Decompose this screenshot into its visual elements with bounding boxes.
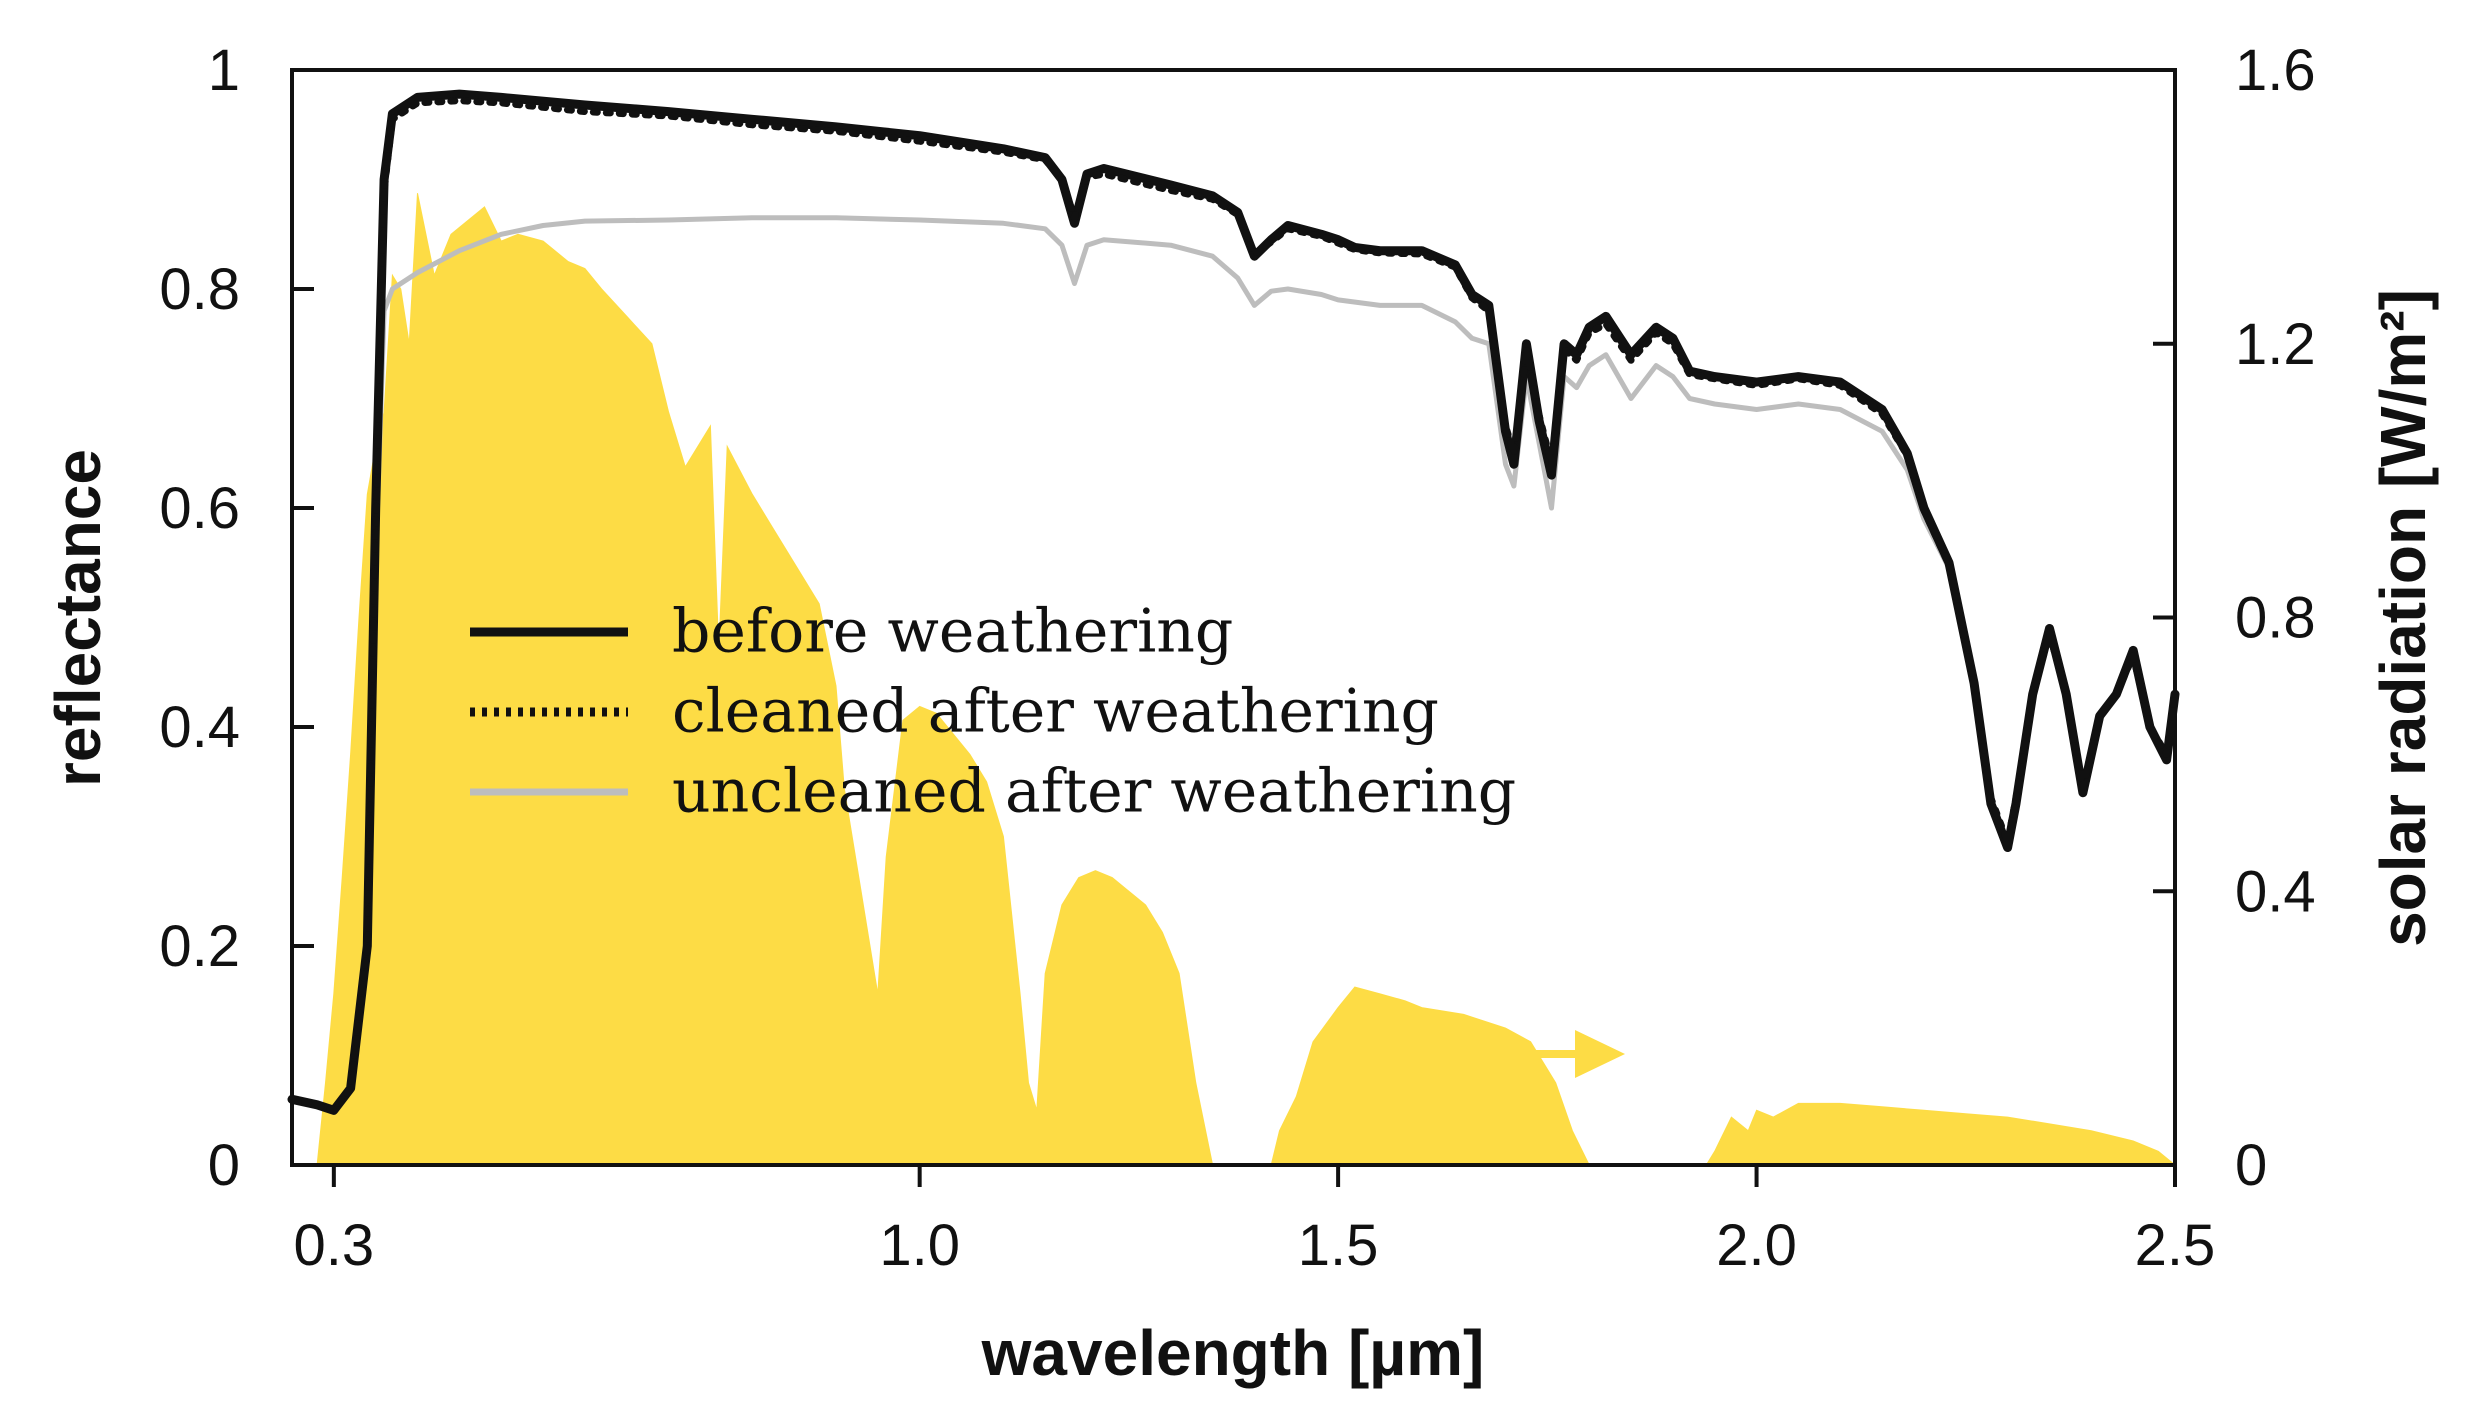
x-tick-label: 1.5	[1298, 1213, 1379, 1278]
legend: before weathering cleaned after weatheri…	[470, 597, 1516, 827]
x-axis-title: wavelength [µm]	[981, 1317, 1485, 1389]
y2-tick-label: 0.8	[2235, 586, 2316, 651]
reflectance-lines-layer	[287, 89, 2180, 1115]
y-tick-label: 0.6	[159, 476, 240, 541]
y-tick-label: 1	[208, 38, 240, 103]
x-tick-label: 2.0	[1716, 1213, 1797, 1278]
y2-tick-label: 0.4	[2235, 859, 2316, 924]
series-line-cleaned	[288, 97, 2179, 1114]
y-tick-label: 0.4	[159, 695, 240, 760]
x-tick-label: 2.5	[2135, 1213, 2216, 1278]
axis-ticks-layer: 0.3 1.0 1.5 2.0 2.5 0 0.2 0.4 0.6 0.8 1 0 0.4 0.8 1.2 1…	[159, 38, 2315, 1278]
y-tick-label: 0	[208, 1133, 240, 1198]
y2-axis-title-text: solar radiation [W/m²]	[2367, 289, 2439, 947]
right-axis-arrow-icon	[1510, 1030, 1625, 1078]
x-tick-label: 1.0	[879, 1213, 960, 1278]
legend-label-cleaned: cleaned after weathering	[672, 677, 1439, 747]
legend-label-uncleaned: uncleaned after weathering	[672, 757, 1516, 827]
y2-tick-label: 0	[2235, 1133, 2267, 1198]
solar-radiation-area-layer	[316, 193, 2177, 1166]
y2-tick-label: 1.2	[2235, 312, 2316, 377]
y-tick-label: 0.2	[159, 914, 240, 979]
legend-label-before: before weathering	[672, 597, 1233, 667]
y-tick-label: 0.8	[159, 257, 240, 322]
y2-axis-title: solar radiation [W/m²]	[2367, 289, 2439, 947]
y-axis-title: reflectance	[42, 449, 114, 787]
y2-tick-label: 1.6	[2235, 38, 2316, 103]
solar-radiation-area	[316, 193, 2177, 1166]
series-line-before	[287, 89, 2180, 1115]
x-tick-label: 0.3	[294, 1213, 375, 1278]
